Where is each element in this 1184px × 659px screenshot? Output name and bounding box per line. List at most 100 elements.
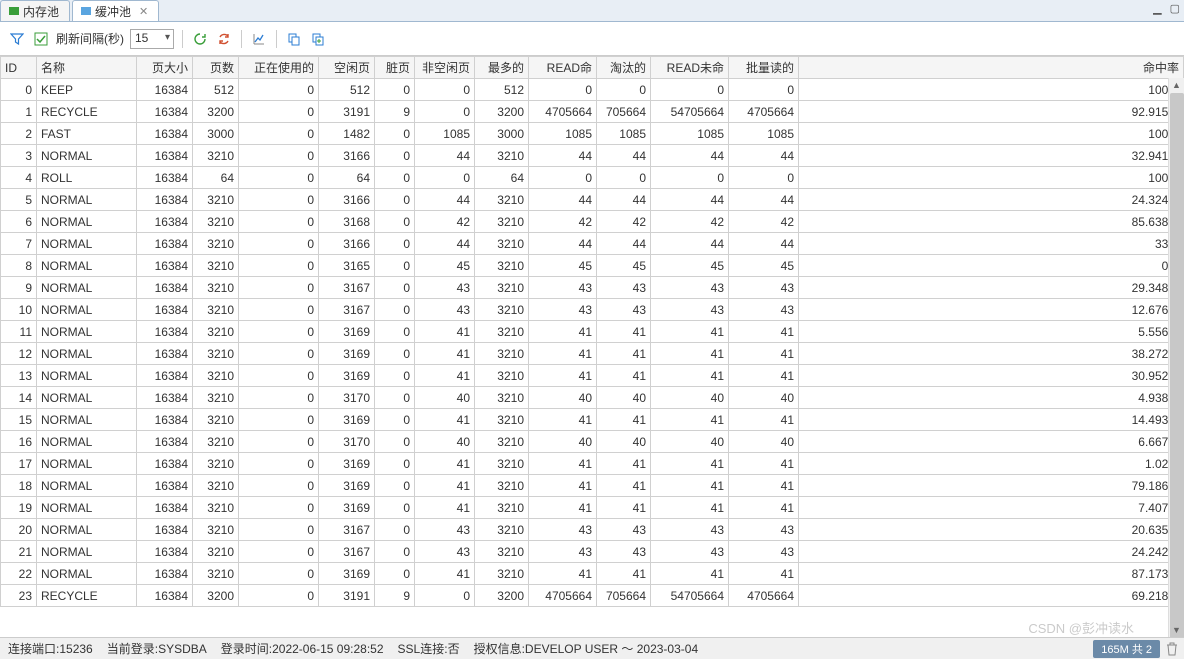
cell-read_miss: 43 (651, 519, 729, 541)
table-row[interactable]: 19NORMAL163843210031690413210414141417.4… (1, 497, 1184, 519)
cell-read_miss: 0 (651, 167, 729, 189)
table-row[interactable]: 11NORMAL163843210031690413210414141415.5… (1, 321, 1184, 343)
cell-id: 22 (1, 563, 37, 585)
cell-id: 21 (1, 541, 37, 563)
col-header-nonfree[interactable]: 非空闲页 (415, 57, 475, 79)
cell-dirty: 0 (375, 453, 415, 475)
cell-evicted: 44 (597, 145, 651, 167)
tab-buffer-pool[interactable]: 缓冲池✕ (72, 0, 159, 21)
table-row[interactable]: 15NORMAL1638432100316904132104141414114.… (1, 409, 1184, 431)
col-header-page_size[interactable]: 页大小 (137, 57, 193, 79)
table-row[interactable]: 18NORMAL1638432100316904132104141414179.… (1, 475, 1184, 497)
table-row[interactable]: 5NORMAL1638432100316604432104444444424.3… (1, 189, 1184, 211)
col-header-name[interactable]: 名称 (37, 57, 137, 79)
cell-batch_read: 41 (729, 497, 799, 519)
table-row[interactable]: 1RECYCLE16384320003191903200470566470566… (1, 101, 1184, 123)
cell-pages: 3210 (193, 343, 239, 365)
cell-id: 18 (1, 475, 37, 497)
table-row[interactable]: 6NORMAL1638432100316804232104242424285.6… (1, 211, 1184, 233)
col-header-dirty[interactable]: 脏页 (375, 57, 415, 79)
cell-in_use: 0 (239, 541, 319, 563)
cell-dirty: 0 (375, 387, 415, 409)
cell-name: NORMAL (37, 299, 137, 321)
col-header-hit_rate[interactable]: 命中率 (799, 57, 1184, 79)
cell-read_hit: 42 (529, 211, 597, 233)
cell-hit_rate: 32.941% (799, 145, 1184, 167)
tab-memory-pool[interactable]: 内存池 (0, 0, 70, 21)
vertical-scrollbar[interactable]: ▲ ▼ (1168, 78, 1184, 637)
chart-icon[interactable] (250, 30, 268, 48)
table-row[interactable]: 4ROLL163846406400640000100% (1, 167, 1184, 189)
cell-name: RECYCLE (37, 101, 137, 123)
cell-hit_rate: 100% (799, 79, 1184, 101)
scroll-thumb[interactable] (1170, 93, 1184, 637)
table-row[interactable]: 8NORMAL163843210031650453210454545450% (1, 255, 1184, 277)
toolbar: 刷新间隔(秒) 15 (0, 22, 1184, 56)
cell-hit_rate: 92.915% (799, 101, 1184, 123)
cell-id: 2 (1, 123, 37, 145)
cell-read_hit: 1085 (529, 123, 597, 145)
table-row[interactable]: 7NORMAL1638432100316604432104444444433% (1, 233, 1184, 255)
table-row[interactable]: 21NORMAL1638432100316704332104343434324.… (1, 541, 1184, 563)
table-row[interactable]: 12NORMAL1638432100316904132104141414138.… (1, 343, 1184, 365)
table-row[interactable]: 23RECYCLE1638432000319190320047056647056… (1, 585, 1184, 607)
cell-most: 3210 (475, 365, 529, 387)
col-header-read_miss[interactable]: READ未命 (651, 57, 729, 79)
table-row[interactable]: 22NORMAL1638432100316904132104141414187.… (1, 563, 1184, 585)
col-header-most[interactable]: 最多的 (475, 57, 529, 79)
cell-hit_rate: 38.272% (799, 343, 1184, 365)
col-header-read_hit[interactable]: READ命 (529, 57, 597, 79)
scroll-up-arrow[interactable]: ▲ (1169, 78, 1184, 92)
close-icon[interactable]: ✕ (139, 5, 148, 18)
col-header-evicted[interactable]: 淘汰的 (597, 57, 651, 79)
minimize-button[interactable]: ▁ (1153, 2, 1161, 15)
cell-evicted: 41 (597, 497, 651, 519)
table-row[interactable]: 10NORMAL1638432100316704332104343434312.… (1, 299, 1184, 321)
table-row[interactable]: 0KEEP163845120512005120000100% (1, 79, 1184, 101)
table-row[interactable]: 14NORMAL163843210031700403210404040404.9… (1, 387, 1184, 409)
cell-id: 1 (1, 101, 37, 123)
copy-icon[interactable] (285, 30, 303, 48)
cell-hit_rate: 1.02% (799, 453, 1184, 475)
cell-id: 12 (1, 343, 37, 365)
table-row[interactable]: 20NORMAL1638432100316704332104343434320.… (1, 519, 1184, 541)
cell-id: 23 (1, 585, 37, 607)
cell-read_hit: 43 (529, 277, 597, 299)
cell-free: 3166 (319, 189, 375, 211)
cell-dirty: 0 (375, 431, 415, 453)
cell-name: NORMAL (37, 519, 137, 541)
cell-evicted: 41 (597, 453, 651, 475)
sync-icon[interactable] (215, 30, 233, 48)
table-row[interactable]: 3NORMAL1638432100316604432104444444432.9… (1, 145, 1184, 167)
refresh-interval-select[interactable]: 15 (130, 29, 174, 49)
cell-name: NORMAL (37, 365, 137, 387)
cell-free: 3168 (319, 211, 375, 233)
cell-in_use: 0 (239, 211, 319, 233)
col-header-free[interactable]: 空闲页 (319, 57, 375, 79)
table-row[interactable]: 2FAST16384300001482010853000108510851085… (1, 123, 1184, 145)
check-icon[interactable] (32, 30, 50, 48)
col-header-pages[interactable]: 页数 (193, 57, 239, 79)
table-row[interactable]: 17NORMAL163843210031690413210414141411.0… (1, 453, 1184, 475)
table-row[interactable]: 9NORMAL1638432100316704332104343434329.3… (1, 277, 1184, 299)
scroll-down-arrow[interactable]: ▼ (1169, 623, 1184, 637)
table-row[interactable]: 13NORMAL1638432100316904132104141414130.… (1, 365, 1184, 387)
cell-most: 3200 (475, 585, 529, 607)
table-row[interactable]: 16NORMAL163843210031700403210404040406.6… (1, 431, 1184, 453)
trash-icon[interactable] (1166, 642, 1178, 656)
cell-evicted: 43 (597, 277, 651, 299)
cell-evicted: 44 (597, 189, 651, 211)
reload-icon[interactable] (191, 30, 209, 48)
cell-in_use: 0 (239, 79, 319, 101)
cell-pages: 3210 (193, 233, 239, 255)
col-header-batch_read[interactable]: 批量读的 (729, 57, 799, 79)
export-icon[interactable] (309, 30, 327, 48)
cell-page_size: 16384 (137, 563, 193, 585)
filter-icon[interactable] (8, 30, 26, 48)
maximize-button[interactable]: ▢ (1170, 2, 1180, 15)
col-header-id[interactable]: ID (1, 57, 37, 79)
cell-hit_rate: 5.556% (799, 321, 1184, 343)
col-header-in_use[interactable]: 正在使用的 (239, 57, 319, 79)
cell-id: 8 (1, 255, 37, 277)
cell-nonfree: 41 (415, 365, 475, 387)
